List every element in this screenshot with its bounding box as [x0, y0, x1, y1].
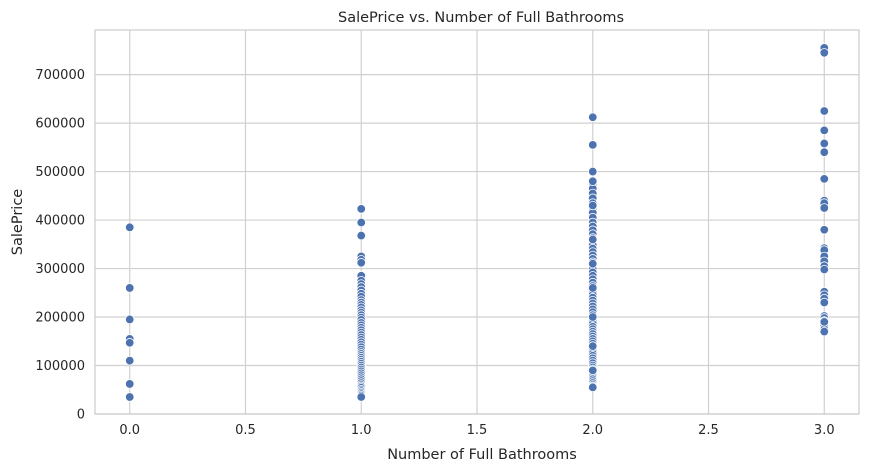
data-point: [125, 283, 135, 293]
data-point: [588, 140, 598, 150]
x-tick-label: 3.0: [814, 423, 835, 438]
x-tick-label: 1.5: [467, 423, 488, 438]
x-axis-ticks: 0.0 0.5 1.0 1.5 2.0 2.5 3.0: [119, 423, 834, 438]
data-point: [588, 382, 598, 393]
plot-frame: [94, 29, 860, 415]
x-axis-label: Number of Full Bathrooms: [387, 447, 577, 463]
y-axis-label: SalePrice: [10, 189, 26, 255]
x-tick-label: 1.0: [351, 423, 372, 438]
y-tick-label: 400000: [35, 214, 85, 229]
data-point: [819, 138, 829, 149]
data-point: [356, 392, 366, 402]
data-point: [588, 176, 598, 186]
data-point: [125, 314, 135, 325]
data-point: [356, 204, 366, 214]
y-tick-label: 600000: [35, 117, 85, 132]
data-point: [588, 166, 598, 177]
x-tick-label: 2.0: [582, 423, 603, 438]
data-point: [356, 230, 366, 241]
data-points: [125, 43, 829, 402]
data-point: [588, 283, 598, 293]
y-tick-label: 300000: [35, 262, 85, 277]
data-point: [819, 106, 829, 116]
data-point: [819, 297, 829, 308]
data-point: [588, 112, 598, 122]
data-point: [356, 217, 366, 228]
data-point: [356, 258, 366, 268]
data-point: [588, 312, 598, 322]
data-point: [125, 379, 135, 389]
x-tick-label: 0.5: [235, 423, 256, 438]
data-point: [125, 392, 135, 402]
data-point: [588, 200, 598, 211]
data-point: [125, 355, 135, 366]
data-point: [125, 338, 135, 348]
data-point: [819, 125, 829, 136]
data-point: [819, 326, 829, 337]
y-axis-ticks: 0 100000 200000 300000 400000 500000 600000 700…: [35, 68, 85, 422]
y-tick-label: 0: [77, 408, 85, 423]
data-point: [819, 317, 829, 327]
data-point: [819, 225, 829, 235]
y-tick-label: 500000: [35, 165, 85, 180]
data-point: [588, 341, 598, 351]
data-point: [819, 203, 829, 213]
data-point: [125, 222, 135, 233]
data-point: [819, 48, 829, 58]
data-point: [588, 365, 598, 376]
y-tick-label: 200000: [35, 311, 85, 326]
data-point: [588, 234, 598, 245]
data-point: [819, 264, 829, 275]
y-tick-label: 700000: [35, 68, 85, 83]
data-point: [588, 258, 598, 269]
x-tick-label: 0.0: [119, 423, 140, 438]
x-tick-label: 2.5: [698, 423, 719, 438]
data-point: [819, 147, 829, 157]
grid: [95, 30, 859, 415]
data-point: [819, 174, 829, 184]
y-tick-label: 100000: [35, 359, 85, 374]
chart-title: SalePrice vs. Number of Full Bathrooms: [338, 10, 624, 26]
